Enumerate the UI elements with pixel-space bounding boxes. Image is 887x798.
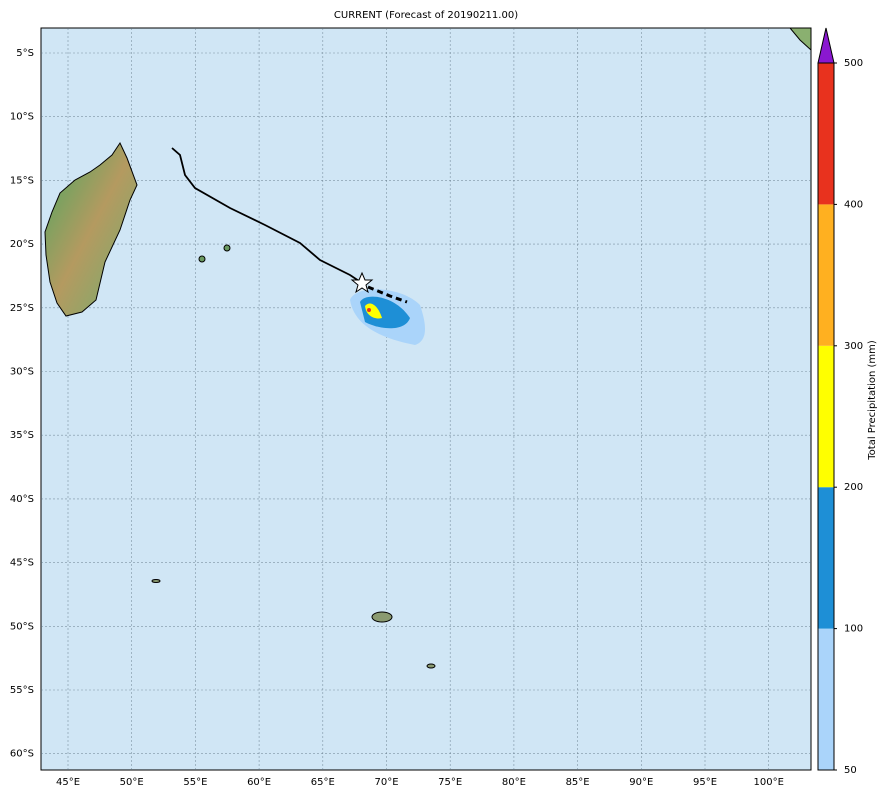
lon-label: 90°E [629, 777, 653, 788]
lon-label: 85°E [566, 777, 590, 788]
colorbar-segment [818, 628, 834, 770]
lon-label: 55°E [183, 777, 207, 788]
colorbar-label: Total Precipitation (mm) [867, 340, 878, 461]
colorbar-segment [818, 63, 834, 205]
lon-label: 75°E [438, 777, 462, 788]
colorbar-extend [817, 27, 835, 64]
lat-label: 40°S [10, 494, 34, 505]
lat-label: 15°S [10, 175, 34, 186]
lon-label: 65°E [311, 777, 335, 788]
lat-label: 25°S [10, 303, 34, 314]
island [371, 611, 393, 623]
lat-label: 30°S [10, 367, 34, 378]
lat-label: 20°S [10, 239, 34, 250]
lat-label: 55°S [10, 685, 34, 696]
lat-label: 50°S [10, 621, 34, 632]
lon-label: 100°E [753, 777, 783, 788]
lon-label: 45°E [56, 777, 80, 788]
colorbar-tick-label: 100 [844, 624, 863, 635]
colorbar-tick-label: 50 [844, 765, 857, 776]
lat-label: 60°S [10, 749, 34, 760]
colorbar-segment [818, 204, 834, 346]
graticule [41, 28, 811, 770]
colorbar: 50 100 200 300 400 500 [817, 27, 863, 776]
colorbar-segment [818, 345, 834, 488]
island [151, 579, 161, 583]
storm-track [171, 147, 363, 284]
ocean [40, 27, 812, 771]
colorbar-tick-label: 400 [844, 199, 863, 210]
madagascar [44, 141, 138, 317]
colorbar-tick-label: 500 [844, 58, 863, 69]
colorbar-tick-label: 200 [844, 482, 863, 493]
precip-high [365, 303, 382, 319]
colorbar-segment [818, 487, 834, 629]
lat-label: 5°S [16, 48, 34, 59]
island [223, 244, 231, 252]
colorbar-tick-label: 300 [844, 341, 863, 352]
island [426, 663, 436, 669]
forecast-track [367, 285, 408, 304]
island [198, 255, 206, 263]
land-sumatra [788, 27, 812, 52]
lon-label: 50°E [120, 777, 144, 788]
lat-label: 45°S [10, 558, 34, 569]
storm-position [350, 271, 374, 294]
lat-label: 35°S [10, 430, 34, 441]
colorbar-frame [817, 62, 835, 771]
map-title: CURRENT (Forecast of 20190211.00) [334, 10, 518, 21]
lon-label: 70°E [374, 777, 398, 788]
precip-peak [367, 308, 371, 312]
lon-label: 95°E [693, 777, 717, 788]
lon-label: 80°E [502, 777, 526, 788]
lat-label: 10°S [10, 112, 34, 123]
lon-label: 60°E [247, 777, 271, 788]
